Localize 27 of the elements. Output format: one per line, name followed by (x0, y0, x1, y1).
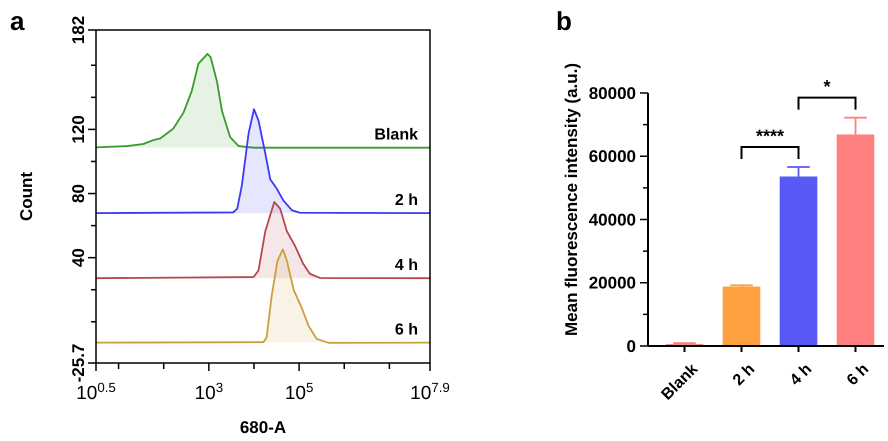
y-axis-title: Count (17, 172, 36, 222)
x-tick-label: 10$^{7.9}$ (410, 380, 450, 404)
x-tick-label: 6 h (844, 360, 872, 390)
series-label: 6 h (394, 322, 418, 339)
y-tick-label: 40 (69, 248, 88, 268)
y-tick-label: 80000 (588, 84, 636, 103)
x-tick-label: 4 h (786, 360, 816, 390)
chart-title: b (556, 6, 572, 36)
annotation: * (823, 76, 831, 97)
x-axis-title: 680-A (240, 418, 286, 437)
y-tick-label: 0 (626, 336, 636, 356)
chart-title: a (10, 6, 25, 36)
annotation: **** (756, 126, 784, 146)
series-label: 2 h (394, 192, 418, 210)
x-tick-label: 10$^{3}$ (194, 380, 224, 404)
y-tick-label: 182 (69, 16, 88, 44)
y-tick-label: 80 (69, 184, 88, 203)
y-tick-label: 20000 (588, 274, 636, 293)
x-tick-label: 2 h (730, 360, 758, 390)
series-label: Blank (374, 126, 418, 144)
y-tick-label: -25.7 (69, 344, 88, 382)
x-tick-label: 10$^{5}$ (284, 380, 314, 404)
series-label: 4 h (394, 257, 418, 274)
y-tick-label: 120 (69, 115, 88, 144)
y-tick-label: 40000 (588, 210, 636, 230)
y-tick-label: 60000 (588, 147, 636, 166)
y-axis-title: Mean fluorescence intensity (a.u.) (562, 62, 581, 336)
